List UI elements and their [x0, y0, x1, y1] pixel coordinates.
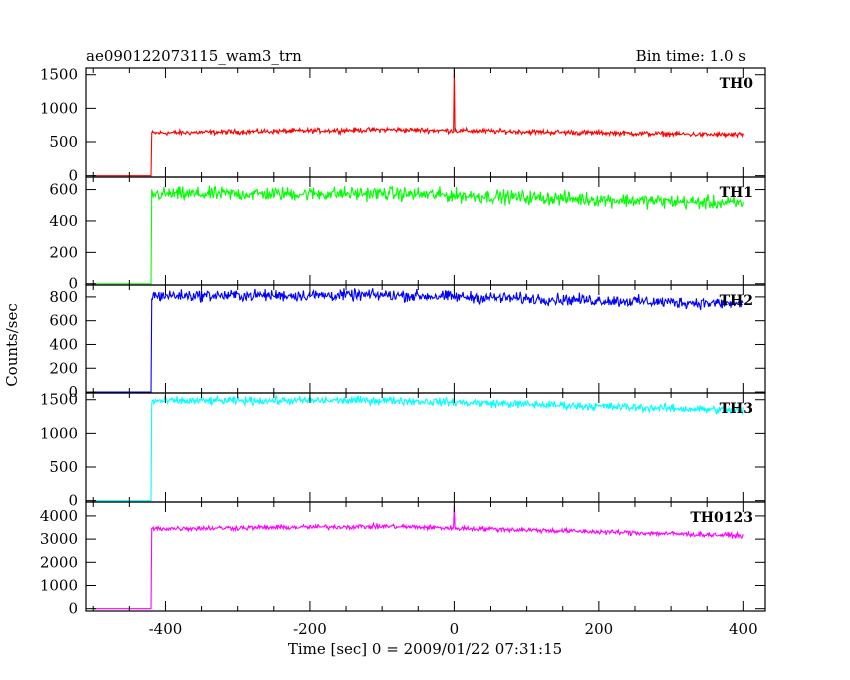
x-axis-title: Time [sec] 0 = 2009/01/22 07:31:15 — [288, 640, 562, 658]
y-tick-label: 2000 — [40, 553, 78, 571]
y-tick-label: 1000 — [40, 99, 78, 117]
y-tick-label: 200 — [49, 359, 78, 377]
bin-time-label: Bin time: 1.0 s — [636, 47, 746, 65]
x-tick-label: 400 — [729, 620, 758, 638]
series-th2 — [93, 288, 744, 393]
panel-th2: 0 200 400 600 800 TH2 — [49, 284, 766, 401]
y-axis-title: Counts/sec — [3, 303, 21, 387]
panel-th1: 0 200 400 600 TH1 — [49, 176, 766, 293]
y-tick-label: 0 — [68, 600, 78, 618]
panel-frame — [85, 67, 766, 178]
panel-th0123: 0 1000 2000 3000 4000 TH0123 — [40, 501, 766, 618]
y-tick-label: 1000 — [40, 424, 78, 442]
panel-label: TH2 — [720, 293, 753, 309]
x-tick-label: -400 — [149, 620, 183, 638]
panel-th3: 0 500 1000 1500 TH3 — [40, 391, 766, 510]
y-tick-label: 600 — [49, 312, 78, 330]
y-tick-label: 1500 — [40, 391, 78, 409]
chart-title: ae090122073115_wam3_trn — [86, 47, 302, 65]
y-tick-label: 400 — [49, 335, 78, 353]
panels-group: 0 500 1000 1500 TH0 0 200 400 600 TH1 0 200 400 600 80… — [40, 66, 766, 638]
y-tick-label: 1000 — [40, 576, 78, 594]
y-tick-label: 0 — [68, 383, 78, 401]
panel-label: TH1 — [720, 185, 753, 201]
y-tick-label: 500 — [49, 458, 78, 476]
y-tick-label: 500 — [49, 133, 78, 151]
y-tick-label: 800 — [49, 288, 78, 306]
y-tick-label: 0 — [68, 275, 78, 293]
y-tick-label: 4000 — [40, 507, 78, 525]
series-th0 — [93, 67, 744, 177]
series-th3 — [93, 394, 744, 502]
y-tick-label: 200 — [49, 243, 78, 261]
panel-label: TH3 — [720, 401, 753, 417]
y-tick-label: 0 — [68, 492, 78, 510]
panel-label: TH0123 — [690, 510, 753, 526]
y-tick-label: 600 — [49, 181, 78, 199]
y-tick-label: 0 — [68, 167, 78, 185]
panel-label: TH0 — [720, 76, 754, 92]
panel-frame — [85, 501, 766, 612]
series-th1 — [93, 185, 744, 285]
y-tick-label: 1500 — [40, 66, 78, 84]
x-tick-label: 0 — [450, 620, 460, 638]
x-tick-label: -200 — [293, 620, 327, 638]
series-th0123 — [93, 505, 744, 610]
y-tick-label: 400 — [49, 212, 78, 230]
y-tick-label: 3000 — [40, 530, 78, 548]
x-tick-label: 200 — [585, 620, 614, 638]
panel-th0: 0 500 1000 1500 TH0 — [40, 66, 766, 185]
